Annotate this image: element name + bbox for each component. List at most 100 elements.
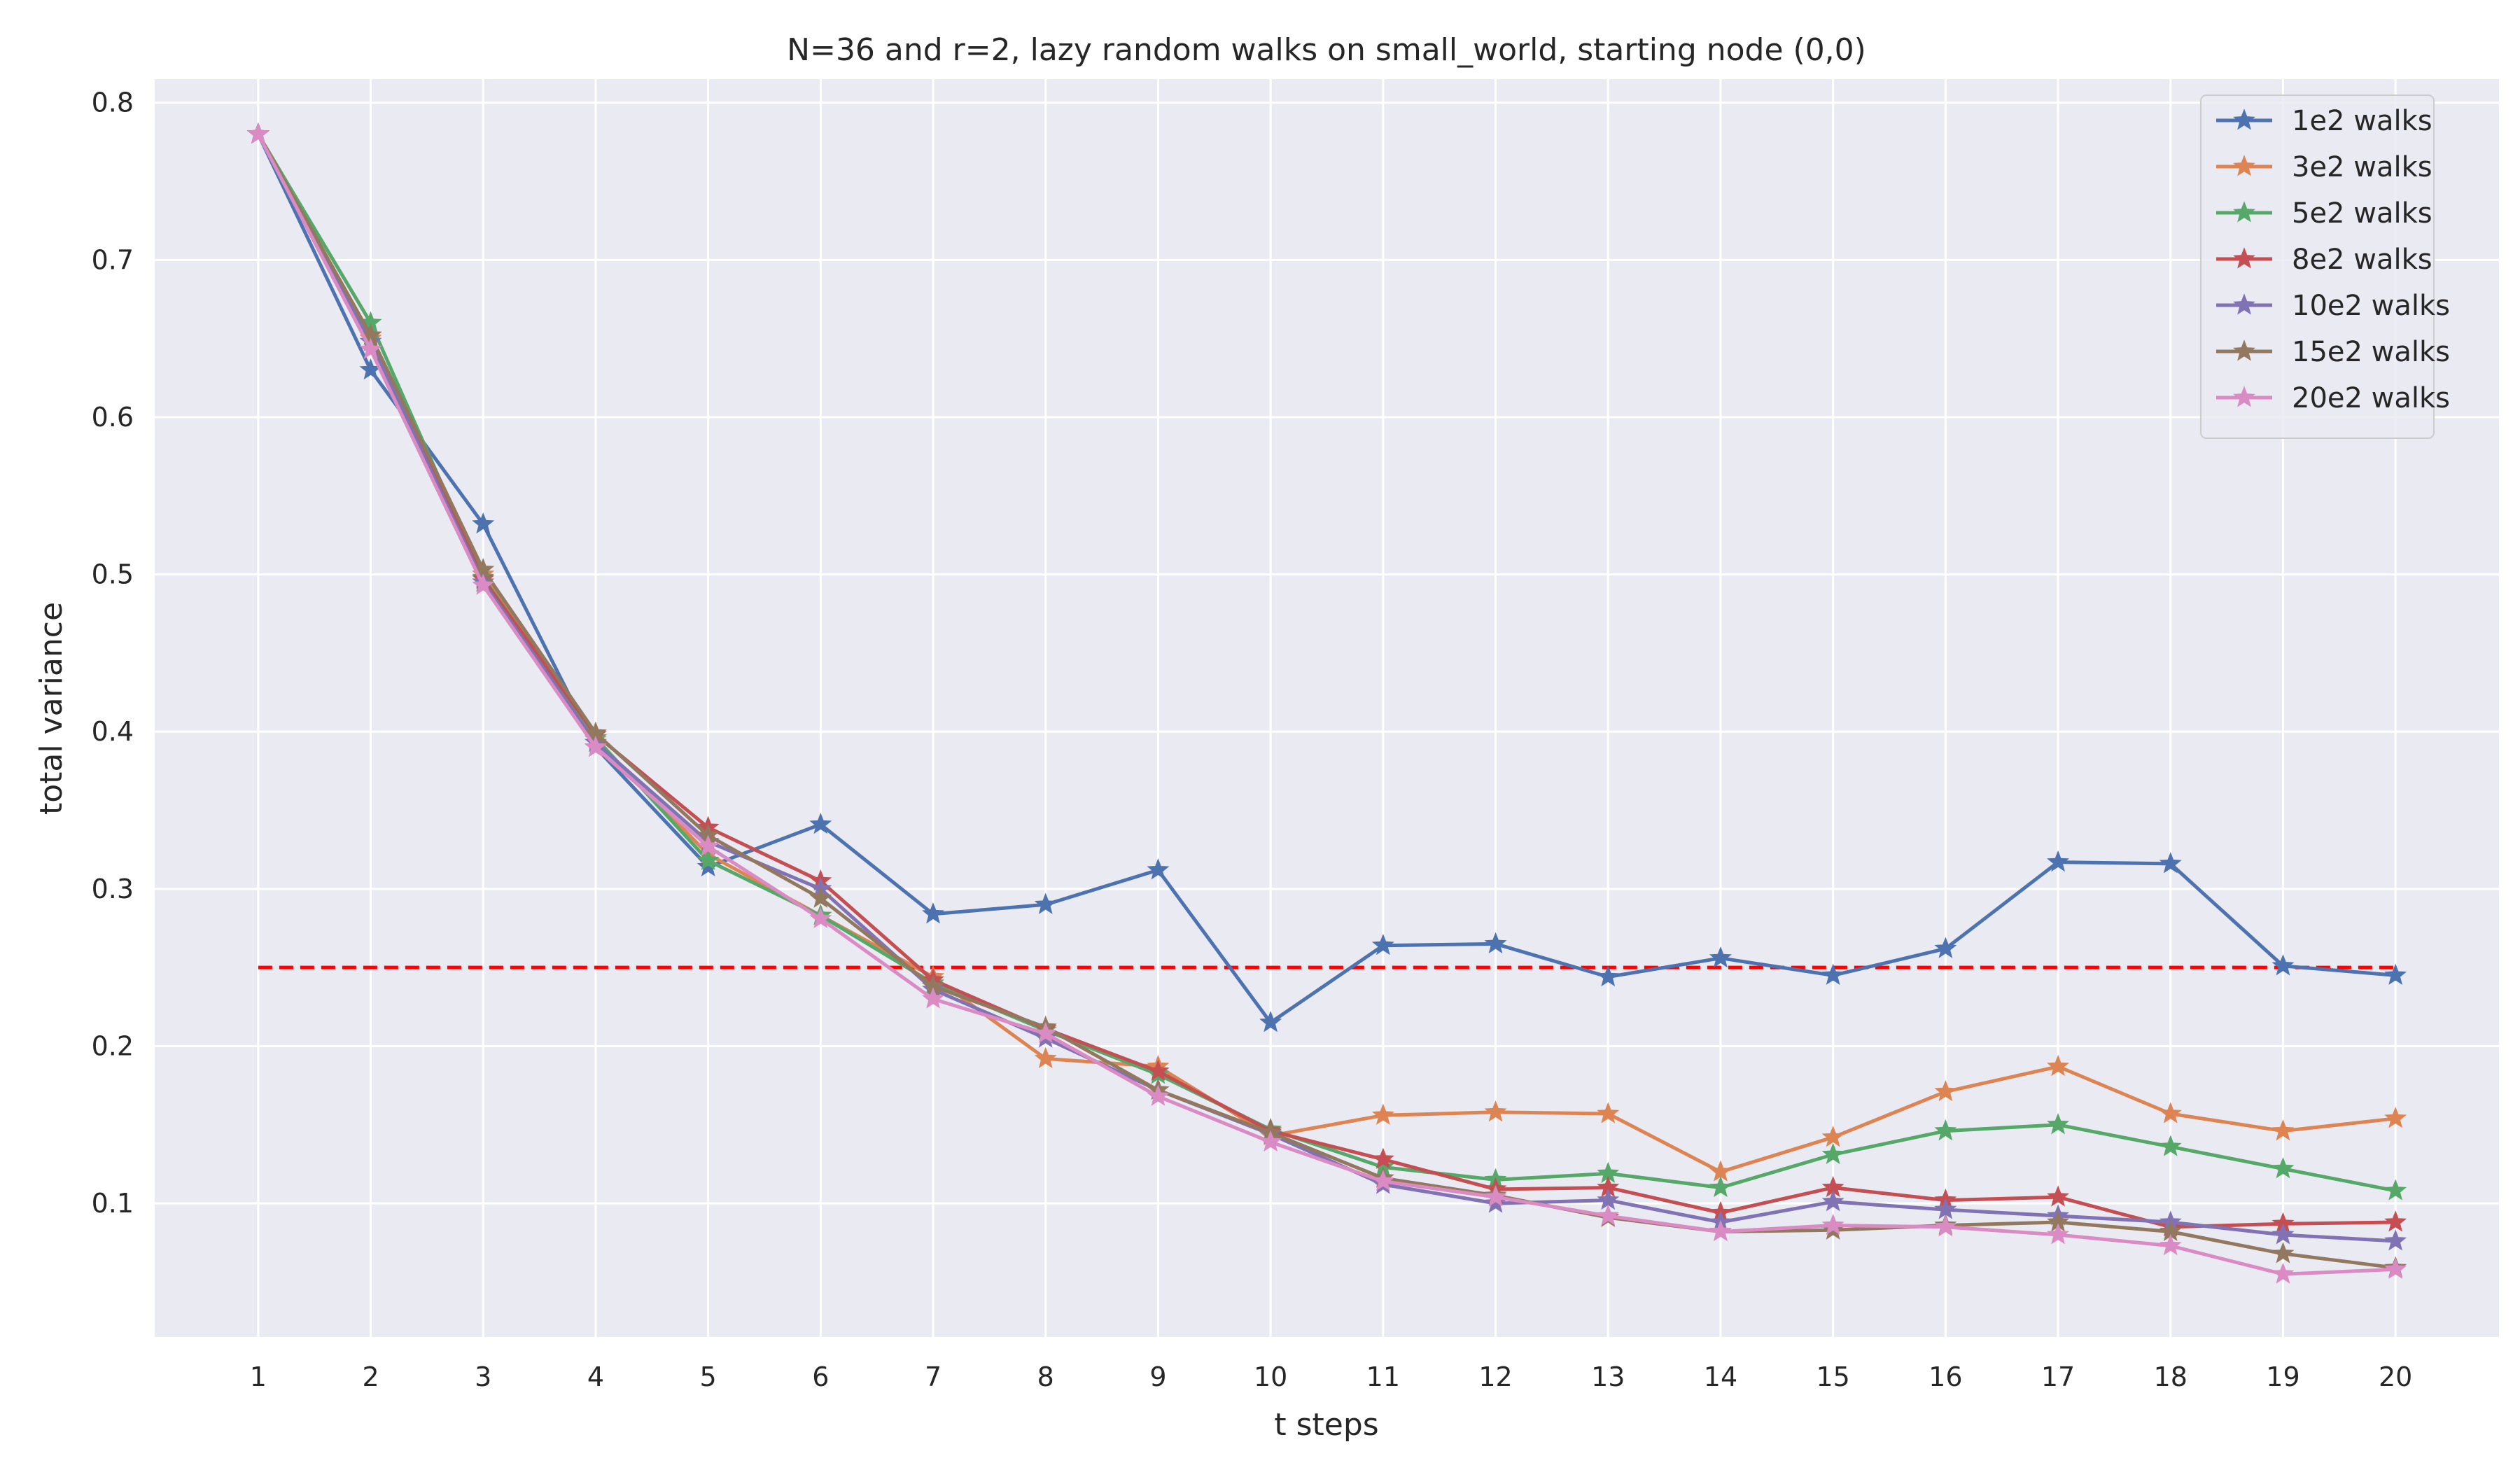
data-point xyxy=(1147,1084,1170,1106)
series-20e2-walks xyxy=(246,122,2407,1284)
x-tick-label: 9 xyxy=(1149,1362,1166,1392)
data-point xyxy=(1821,1213,1844,1236)
legend-label: 15e2 walks xyxy=(2292,336,2450,368)
plot-background xyxy=(155,79,2499,1337)
legend-marker xyxy=(2233,340,2255,361)
data-point xyxy=(809,886,832,908)
data-point xyxy=(696,848,720,870)
series-line xyxy=(256,133,2396,1276)
legend-marker xyxy=(2233,155,2255,176)
y-tick-label: 0.3 xyxy=(92,874,134,904)
x-tick-label: 19 xyxy=(2266,1362,2300,1392)
data-point xyxy=(2384,1210,2407,1232)
y-tick-label: 0.6 xyxy=(92,402,134,433)
data-point xyxy=(472,573,495,595)
x-tick-label: 17 xyxy=(2041,1362,2075,1392)
data-point xyxy=(246,122,270,144)
legend-label: 20e2 walks xyxy=(2292,382,2450,414)
y-tick-label: 0.1 xyxy=(92,1188,134,1219)
data-point xyxy=(2272,1223,2295,1245)
data-point xyxy=(2384,1229,2407,1251)
x-tick-label: 1 xyxy=(250,1362,267,1392)
data-point xyxy=(922,902,945,924)
data-point xyxy=(2272,1156,2295,1179)
data-point xyxy=(2047,1223,2070,1245)
data-point xyxy=(2159,1102,2182,1124)
data-point xyxy=(2384,1179,2407,1200)
data-point xyxy=(1371,933,1394,955)
x-tick-label: 18 xyxy=(2154,1362,2188,1392)
legend-item: 10e2 walks xyxy=(2216,290,2450,322)
x-tick-label: 12 xyxy=(1478,1362,1512,1392)
data-point xyxy=(2272,1242,2295,1264)
data-point xyxy=(2272,1262,2295,1284)
data-point xyxy=(1034,1021,1057,1044)
data-point xyxy=(1484,1100,1507,1122)
legend-label: 1e2 walks xyxy=(2292,105,2432,137)
data-point xyxy=(1821,1125,1844,1147)
data-point xyxy=(1371,1147,1394,1169)
x-tick-label: 6 xyxy=(812,1362,829,1392)
x-tick-label: 3 xyxy=(475,1362,491,1392)
data-point xyxy=(809,906,832,929)
data-point xyxy=(2272,954,2295,976)
data-point xyxy=(1484,1185,1507,1207)
data-point xyxy=(1934,937,1957,958)
legend-item: 3e2 walks xyxy=(2216,151,2432,183)
data-point xyxy=(472,512,495,534)
legend-marker xyxy=(2233,201,2255,223)
data-point xyxy=(1147,1059,1170,1081)
x-tick-label: 11 xyxy=(1366,1362,1400,1392)
series-line xyxy=(256,133,2396,1243)
data-point xyxy=(1147,858,1170,880)
data-point xyxy=(1597,965,1620,987)
data-point xyxy=(1371,1169,1394,1191)
data-point xyxy=(1484,932,1507,954)
data-point xyxy=(1371,1103,1394,1125)
x-tick-label: 20 xyxy=(2379,1362,2412,1392)
x-tick-label: 15 xyxy=(1816,1362,1849,1392)
data-point xyxy=(2047,1185,2070,1207)
data-point xyxy=(1709,1219,1732,1242)
legend-item: 20e2 walks xyxy=(2216,382,2450,414)
y-tick-label: 0.2 xyxy=(92,1030,134,1061)
y-tick-labels: 0.1 0.2 0.3 0.4 0.5 0.6 0.7 0.8 xyxy=(92,88,134,1219)
x-tick-label: 7 xyxy=(925,1362,941,1392)
chart-title: N=36 and r=2, lazy random walks on small… xyxy=(787,32,1866,68)
data-point xyxy=(2384,1107,2407,1128)
data-point xyxy=(1934,1079,1957,1102)
legend-item: 15e2 walks xyxy=(2216,336,2450,368)
data-point xyxy=(1259,1011,1282,1032)
y-tick-label: 0.5 xyxy=(92,559,134,590)
data-point xyxy=(1034,1046,1057,1068)
legend: 1e2 walks 3e2 walks 5e2 walks 8e2 walks 10e2… xyxy=(2200,94,2450,439)
legend-item: 8e2 walks xyxy=(2216,244,2432,276)
x-tick-label: 4 xyxy=(587,1362,604,1392)
data-point xyxy=(1709,946,1732,968)
legend-label: 5e2 walks xyxy=(2292,197,2432,230)
data-point xyxy=(1821,963,1844,985)
y-tick-label: 0.4 xyxy=(92,716,134,747)
data-point xyxy=(1484,1191,1507,1213)
data-point xyxy=(2047,1054,2070,1077)
data-point xyxy=(2384,1257,2407,1279)
x-tick-labels: 1 2 3 4 5 6 7 8 9 10 11 12 13 14 15 16 17 18 19 20 xyxy=(250,1362,2413,1392)
legend-label: 10e2 walks xyxy=(2292,290,2450,322)
data-point xyxy=(2159,852,2182,874)
data-point xyxy=(809,812,832,834)
legend-item: 1e2 walks xyxy=(2216,105,2432,137)
data-point xyxy=(1597,1102,1620,1124)
data-point xyxy=(1259,1130,1282,1152)
legend-label: 3e2 walks xyxy=(2292,151,2432,183)
data-point xyxy=(1934,1119,1957,1141)
data-point xyxy=(1934,1215,1957,1237)
x-tick-label: 8 xyxy=(1037,1362,1054,1392)
series-line xyxy=(256,133,2396,1025)
legend-marker xyxy=(2233,386,2255,407)
data-point xyxy=(2047,850,2070,872)
x-tick-label: 13 xyxy=(1591,1362,1625,1392)
legend-marker xyxy=(2233,247,2255,269)
data-point xyxy=(1034,892,1057,914)
x-tick-label: 5 xyxy=(700,1362,717,1392)
data-point xyxy=(1821,1190,1844,1212)
